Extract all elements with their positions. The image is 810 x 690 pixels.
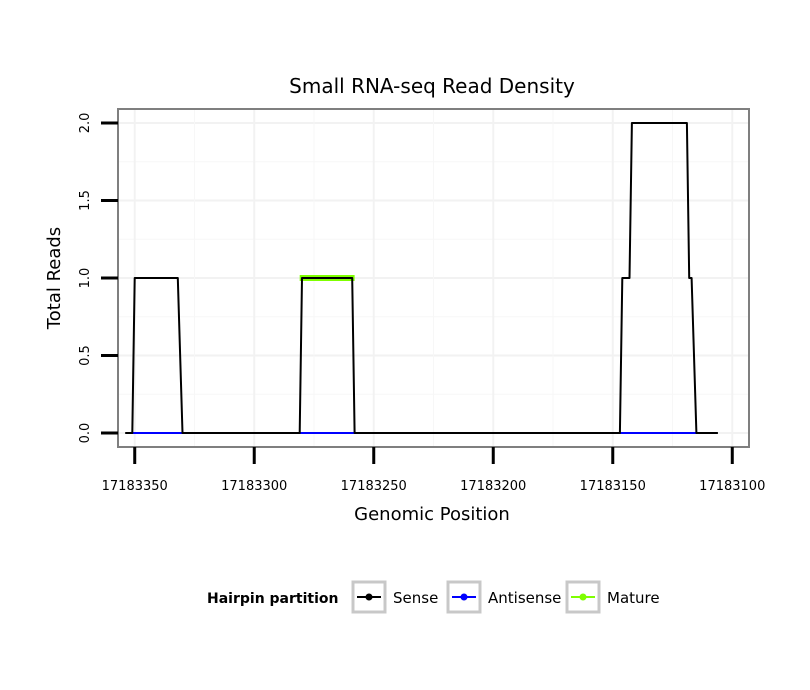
legend-key-point [460, 593, 468, 601]
legend: Hairpin partition Sense Antisense Mature [207, 580, 660, 614]
x-tick-label: 17183100 [699, 479, 765, 494]
legend-label: Mature [607, 589, 660, 607]
y-axis: 0.0 0.5 1.0 1.5 2.0 [78, 113, 118, 444]
y-tick-label: 1.5 [78, 190, 93, 211]
legend-label: Antisense [488, 589, 561, 607]
legend-item-mature: Mature [565, 580, 660, 614]
legend-key-point [579, 593, 587, 601]
y-tick-label: 0.5 [78, 345, 93, 366]
legend-title: Hairpin partition [207, 591, 338, 607]
y-axis-title: Total Reads [44, 227, 65, 330]
y-tick-label: 0.0 [78, 423, 93, 444]
x-tick-label: 17183300 [221, 479, 287, 494]
legend-item-sense: Sense [351, 580, 438, 614]
x-axis: 17183350 17183300 17183250 17183200 17183150… [102, 447, 765, 494]
series-line-sense [125, 122, 718, 434]
x-tick-label: 17183200 [460, 479, 526, 494]
series-layer [125, 122, 718, 434]
legend-label: Sense [393, 589, 438, 607]
y-tick-label: 2.0 [78, 113, 93, 134]
chart-title: Small RNA-seq Read Density [289, 74, 575, 98]
x-tick-label: 17183150 [580, 479, 646, 494]
y-tick-label: 1.0 [78, 268, 93, 289]
legend-item-antisense: Antisense [446, 580, 561, 614]
x-axis-title: Genomic Position [354, 504, 510, 525]
legend-key-point [365, 593, 373, 601]
x-tick-label: 17183350 [102, 479, 168, 494]
x-tick-label: 17183250 [341, 479, 407, 494]
